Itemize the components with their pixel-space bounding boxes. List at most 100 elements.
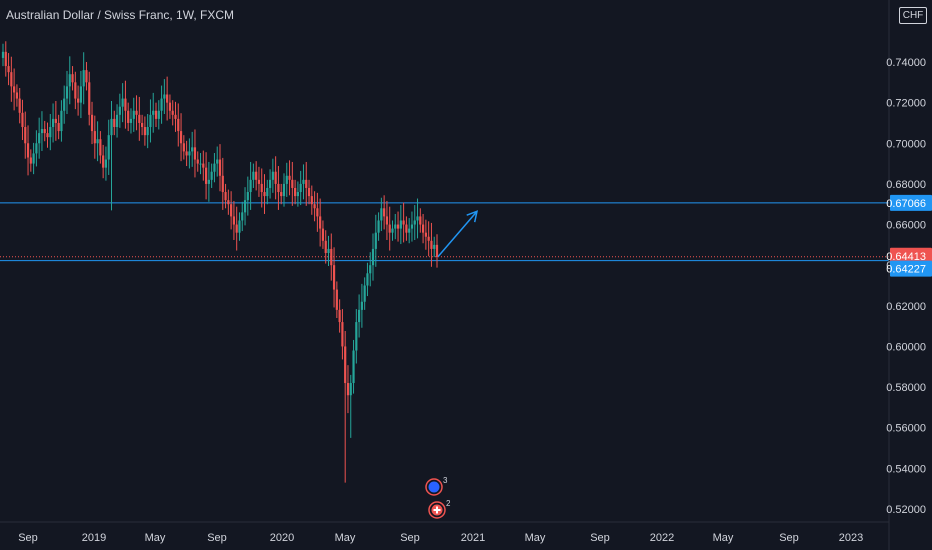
candle-body [24, 127, 27, 144]
candle-body [204, 167, 208, 184]
candle-body [341, 322, 344, 347]
candle-body [274, 171, 277, 184]
candle-body [77, 98, 80, 103]
candle-body [255, 171, 258, 180]
candle-body [174, 114, 177, 119]
candle-body [232, 216, 236, 225]
candle-body [146, 127, 149, 136]
horizontal-lines[interactable] [0, 202, 889, 262]
candle-body [227, 200, 230, 205]
candle-body [416, 216, 419, 221]
trend-arrow[interactable] [437, 210, 479, 258]
candle-body [135, 110, 138, 115]
candle-body [118, 106, 121, 115]
y-tick-label: 0.52000 [886, 504, 926, 516]
x-tick-label: 2019 [82, 532, 106, 544]
event-count-badge: 2 [446, 499, 451, 508]
candle-body [433, 244, 436, 249]
price-label-text: 0.64227 [886, 264, 926, 276]
candle-body [421, 224, 425, 233]
candle-body [330, 248, 333, 266]
candle-body [346, 383, 350, 396]
time-axis[interactable]: Sep 2019 May Sep 2020 May Sep 2021 May Sep 2022 May… [18, 532, 863, 544]
flag-cross-horizontal [433, 509, 441, 511]
candle-body [49, 127, 52, 138]
candle-body [291, 179, 294, 188]
candle-body [358, 309, 361, 323]
x-tick-label: May [713, 532, 734, 544]
candle-body [163, 94, 166, 99]
candle-body [249, 179, 252, 193]
candle-body [138, 114, 141, 123]
y-tick-label: 0.72000 [886, 98, 926, 110]
candle-body [321, 228, 325, 241]
candle-body [257, 179, 261, 184]
candle-body [218, 159, 222, 176]
candle-body [224, 192, 227, 201]
x-tick-label: Sep [400, 532, 420, 544]
candle-body [324, 240, 327, 253]
price-axis[interactable]: 0.740000.720000.700000.680000.660000.640… [886, 57, 926, 516]
x-tick-label: Sep [779, 532, 799, 544]
candle-body [230, 204, 233, 217]
candle-body [121, 98, 124, 107]
candle-body [355, 322, 358, 351]
candle-body [235, 224, 238, 233]
candle-body [196, 159, 199, 164]
candle-body [413, 220, 416, 225]
candle-body [396, 224, 400, 229]
y-tick-label: 0.58000 [886, 382, 926, 394]
arrow-head[interactable] [466, 210, 479, 223]
candle-body [60, 110, 63, 132]
candle-body [132, 110, 135, 119]
y-tick-label: 0.62000 [886, 301, 926, 313]
candle-body [305, 179, 308, 188]
candle-body [54, 118, 57, 123]
candle-body [107, 135, 110, 160]
candle-body [374, 232, 377, 249]
candle-body [193, 147, 197, 160]
candle-body [71, 74, 74, 83]
candle-body [96, 139, 99, 144]
candle-body [424, 232, 427, 237]
event-markers[interactable]: 32 [425, 476, 451, 519]
arrow-shaft[interactable] [437, 210, 478, 258]
chart-title: Australian Dollar / Swiss Franc, 1W, FXC… [6, 8, 235, 22]
candle-body [352, 350, 355, 384]
flag-icon [428, 481, 440, 493]
candle-body [435, 244, 439, 258]
candle-body [369, 265, 372, 274]
currency-button[interactable]: CHF [899, 7, 927, 24]
candle-body [152, 110, 155, 115]
candle-body [280, 192, 283, 197]
candle-body [113, 118, 116, 128]
candle-body [408, 228, 411, 233]
y-tick-label: 0.60000 [886, 341, 926, 353]
y-tick-label: 0.54000 [886, 463, 926, 475]
candle-body [102, 155, 105, 168]
candle-body [115, 114, 119, 128]
candle-body [104, 159, 108, 168]
candle-body [241, 212, 244, 221]
candle-body [21, 112, 24, 128]
candle-body [171, 110, 174, 115]
candle-body [182, 143, 185, 152]
candle-body [327, 248, 330, 253]
candle-body [90, 114, 94, 132]
candle-body [29, 157, 32, 164]
candle-body [371, 248, 375, 266]
candle-body [349, 383, 352, 396]
x-tick-label: May [145, 532, 166, 544]
candle-body [294, 187, 297, 197]
candle-body [124, 98, 127, 111]
candle-body [10, 72, 13, 87]
price-label-box [890, 194, 932, 211]
candle-body [88, 82, 91, 115]
candle-body [213, 163, 216, 172]
candle-body [43, 129, 46, 134]
candle-body [383, 208, 386, 217]
candle-body [166, 94, 169, 103]
price-label-box [890, 260, 932, 277]
